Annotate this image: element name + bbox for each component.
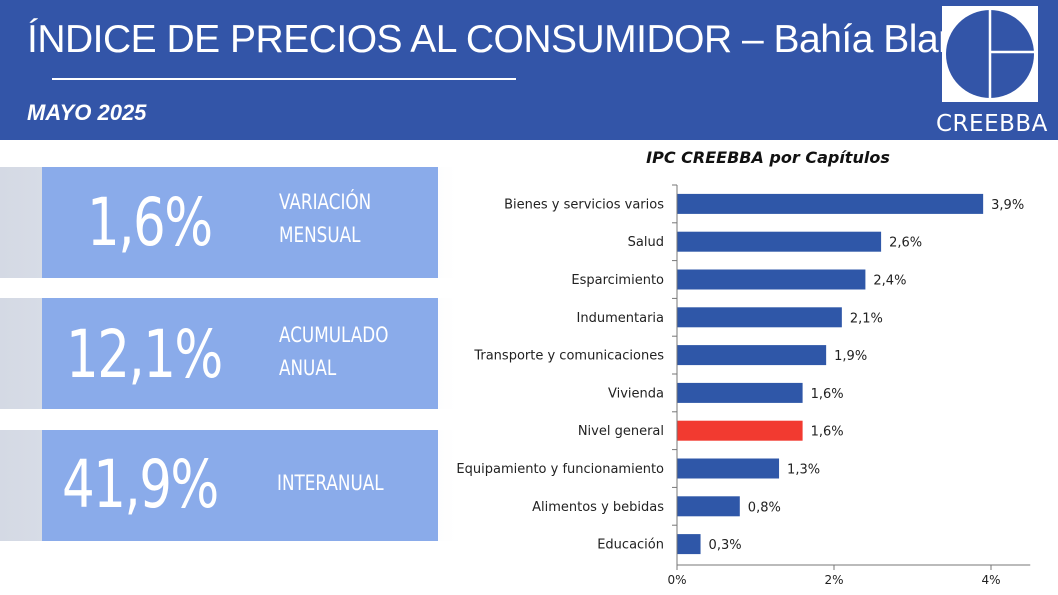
bar xyxy=(677,193,984,214)
header-banner: ÍNDICE DE PRECIOS AL CONSUMIDOR – Bahía … xyxy=(0,0,1058,140)
x-tick-label: 2% xyxy=(824,573,843,587)
ipc-chapters-chart: IPC CREEBBA por Capítulos Bienes y servi… xyxy=(440,143,1040,595)
category-label: Educación xyxy=(597,538,664,553)
kpi-card-monthly: 1,6% VARIACIÓN MENSUAL xyxy=(42,167,438,278)
x-tick-label: 4% xyxy=(981,573,1000,587)
category-label: Vivienda xyxy=(608,386,664,401)
bar xyxy=(677,345,827,366)
bar xyxy=(677,231,882,252)
kpi-value: 41,9% xyxy=(62,446,219,523)
kpi-label-line1: ACUMULADO xyxy=(279,323,389,347)
kpi-value: 12,1% xyxy=(66,316,223,393)
kpi-label-line1: INTERANUAL xyxy=(277,471,384,495)
title-underline xyxy=(52,78,516,80)
period-label: MAYO 2025 xyxy=(27,100,147,125)
data-label: 2,1% xyxy=(850,311,883,326)
bar xyxy=(677,496,740,517)
chart-title: IPC CREEBBA por Capítulos xyxy=(646,148,890,167)
category-label: Alimentos y bebidas xyxy=(532,500,664,515)
bar xyxy=(677,269,866,290)
creebba-logo-icon xyxy=(942,6,1038,102)
category-label: Transporte y comunicaciones xyxy=(473,349,664,364)
data-label: 2,4% xyxy=(873,274,906,289)
bar-highlight xyxy=(677,420,803,441)
category-label: Nivel general xyxy=(578,424,664,439)
kpi-card-accumulated: 12,1% ACUMULADO ANUAL xyxy=(42,298,438,409)
kpi-value: 1,6% xyxy=(87,184,213,261)
page-title: ÍNDICE DE PRECIOS AL CONSUMIDOR – Bahía … xyxy=(27,18,1000,61)
category-label: Indumentaria xyxy=(577,311,664,326)
data-label: 1,6% xyxy=(811,425,844,440)
data-label: 1,9% xyxy=(834,349,867,364)
category-label: Bienes y servicios varios xyxy=(504,197,664,212)
bar xyxy=(677,458,780,479)
category-label: Equipamiento y funcionamiento xyxy=(456,462,664,477)
data-label: 3,9% xyxy=(991,198,1024,213)
bar xyxy=(677,534,701,555)
category-label: Salud xyxy=(628,235,664,250)
kpi-label-line2: MENSUAL xyxy=(279,223,361,247)
data-label: 2,6% xyxy=(889,236,922,251)
logo-wordmark: CREEBBA xyxy=(936,111,1048,137)
bar xyxy=(677,307,842,328)
category-label: Esparcimiento xyxy=(571,273,664,288)
bar xyxy=(677,382,803,403)
kpi-label-line2: ANUAL xyxy=(279,356,337,380)
data-label: 1,6% xyxy=(811,387,844,402)
data-label: 0,3% xyxy=(709,538,742,553)
bar-chart-svg: IPC CREEBBA por Capítulos Bienes y servi… xyxy=(456,148,1031,587)
data-label: 1,3% xyxy=(787,463,820,478)
kpi-card-interannual: 41,9% INTERANUAL xyxy=(42,430,438,541)
data-label: 0,8% xyxy=(748,500,781,515)
x-tick-label: 0% xyxy=(667,573,686,587)
kpi-label-line1: VARIACIÓN xyxy=(279,190,372,214)
